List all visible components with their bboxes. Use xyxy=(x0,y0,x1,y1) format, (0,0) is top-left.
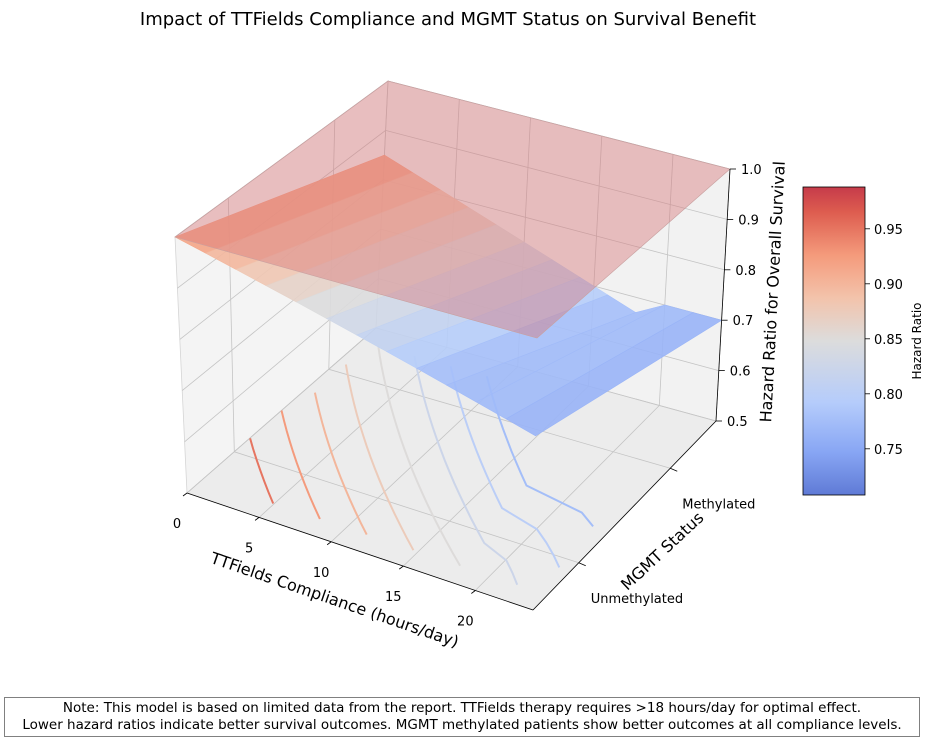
z-tick-label: 0.7 xyxy=(733,314,754,329)
x-tick-label: 0 xyxy=(173,517,181,532)
x-tick-label: 15 xyxy=(385,590,402,605)
footnote-box: Note: This model is based on limited dat… xyxy=(4,697,920,737)
z-tick-label: 0.5 xyxy=(727,415,748,430)
colorbar-tick-label: 0.75 xyxy=(874,443,903,458)
y-tick-label: Unmethylated xyxy=(591,592,683,607)
colorbar-tick-label: 0.80 xyxy=(874,388,903,403)
x-tick-label: 5 xyxy=(245,541,253,556)
contour-line xyxy=(377,345,461,567)
contour-line xyxy=(313,392,368,536)
z-tick-label: 0.8 xyxy=(735,264,756,279)
contour-line xyxy=(249,438,275,504)
footnote-line-1: Note: This model is based on limited dat… xyxy=(62,700,862,716)
colorbar-gradient xyxy=(802,186,866,496)
colorbar-tick-label: 0.90 xyxy=(874,278,903,293)
x-tick-label: 20 xyxy=(457,615,474,630)
x-tick-mark xyxy=(182,492,188,497)
colorbar-tick-label: 0.95 xyxy=(874,223,903,238)
colorbar: 0.75 0.80 0.85 0.90 0.95 Hazard Ratio xyxy=(802,186,924,496)
x-tick-mark xyxy=(326,541,332,546)
contour-line xyxy=(344,364,415,551)
contour-line xyxy=(449,365,561,568)
z-tick-label: 1.0 xyxy=(741,163,762,178)
y-axis-label: MGMT Status xyxy=(617,508,707,594)
contour-line xyxy=(413,355,519,586)
z-tick-label: 0.6 xyxy=(730,365,751,380)
colorbar-label: Hazard Ratio xyxy=(910,303,924,380)
y-tick-mark xyxy=(578,562,586,567)
x-tick-label: 10 xyxy=(313,566,330,581)
x-tick-mark xyxy=(471,590,476,594)
y-tick-label: Methylated xyxy=(682,497,755,512)
z-tick-label: 0.9 xyxy=(738,213,759,228)
footnote-line-2: Lower hazard ratios indicate better surv… xyxy=(22,717,902,733)
colorbar-tick-label: 0.85 xyxy=(874,333,903,348)
x-tick-mark xyxy=(254,517,260,521)
x-tick-mark xyxy=(399,565,404,570)
y-grid-line xyxy=(227,197,579,564)
hazard-ratio-surface xyxy=(174,154,723,437)
contour-line xyxy=(280,410,321,520)
contour-lines xyxy=(249,345,594,586)
chart-title: Impact of TTFields Compliance and MGMT S… xyxy=(140,9,756,30)
z-axis-label: Hazard Ratio for Overall Survival xyxy=(756,161,789,423)
y-tick-mark xyxy=(670,467,678,472)
